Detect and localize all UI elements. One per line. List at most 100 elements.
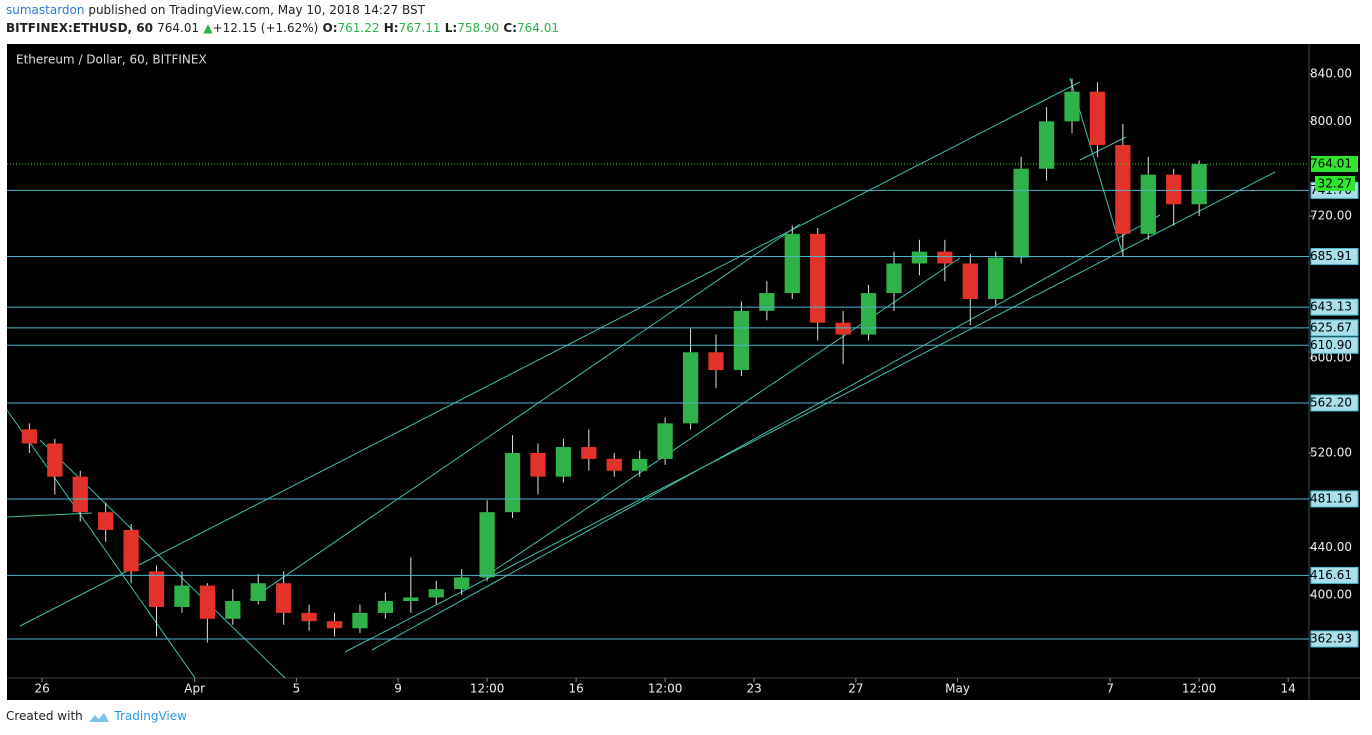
y-tick-label: 440.00 [1310,540,1352,554]
candle-body [759,293,775,311]
last-price-label: 764.01 [1310,156,1352,170]
created: Created with [6,709,83,723]
candle-body [682,352,699,424]
candle-body [454,577,470,590]
candle-body [530,452,546,477]
level-label: 685.91 [1310,249,1352,263]
candle-body [276,583,292,613]
candle-body [1089,91,1106,146]
y-tick-label: 800.00 [1310,114,1352,128]
footer: Created with TradingView [6,709,187,724]
candle-body [47,443,63,477]
trend-lines [6,77,1276,679]
x-tick-label: 7 [1106,682,1114,696]
quote-line: BITFINEX:ETHUSD, 60 764.01 ▲+12.15 (+1.6… [6,21,563,35]
level-label-bg [1310,319,1359,337]
candle-body [403,597,419,602]
candle-body [708,352,724,371]
y-tick-label: 600.00 [1310,351,1352,365]
candle-body [148,571,165,607]
candle-body [377,601,394,613]
candle-body [1140,174,1156,234]
x-tick-label: 12:00 [648,682,683,696]
level-label-bg [1310,298,1359,316]
x-tick-label: May [945,682,970,696]
candle-body [606,458,622,471]
candle-body [657,423,673,459]
candle-body [1191,163,1207,205]
level-label: 625.67 [1310,320,1352,334]
level-label: 362.93 [1310,631,1352,645]
level-label: 562.20 [1310,395,1352,409]
level-label-bg [1310,490,1359,508]
x-tick-label: 12:00 [1182,682,1217,696]
brand[interactable]: TradingView [114,709,187,723]
change: +12.15 (+1.62%) [212,21,319,35]
level-label: 481.16 [1310,491,1352,505]
author[interactable]: sumastardon [6,3,85,17]
x-tick-label: 26 [34,682,49,696]
candle-body [962,263,978,299]
candle-body [1038,121,1055,169]
candle-body [937,251,953,264]
candle-body [886,263,902,294]
ohlc-label: L: [444,21,458,35]
candle-body [21,429,38,444]
candle-body [479,512,495,578]
candle-body [326,621,343,629]
plot: 400.00 440.00 520.00 600.00 720.00 800.00 840.… [7,66,1359,696]
candle-body [733,310,750,371]
ohlc-value: 767.11 [398,21,441,35]
x-tick-label: 27 [848,682,863,696]
candle-body [810,233,826,323]
candle-body [1115,145,1131,234]
x-tick-label: 14 [1281,682,1296,696]
y-tick-label: 400.00 [1310,588,1352,602]
ohlc-value: 758.90 [457,21,500,35]
ohlc-value: 764.01 [517,21,559,35]
level-label-bg [1310,247,1359,265]
candle-body [911,251,928,264]
candle-body [250,583,266,602]
level-label: 416.61 [1310,568,1352,582]
x-tick-label: Apr [184,682,205,696]
last: 764.01 [157,21,200,35]
candle-body [784,233,800,294]
candle-body [174,585,190,607]
x-tick-label: 9 [394,682,402,696]
candle-body [72,476,88,513]
candle-body [352,612,368,629]
x-tick-label: 5 [293,682,301,696]
arrow: ▲ [203,21,213,35]
y-tick-label: 520.00 [1310,445,1352,459]
header-line: sumastardon published on TradingView.com… [6,3,425,17]
level-label-bg [1310,630,1359,648]
candle-body [123,529,139,572]
countdown-bg [1315,175,1355,191]
candle-body [1013,168,1029,258]
candle-body [835,322,851,335]
ohlc: O:761.22 H:767.11 L:758.90 C:764.01 [323,21,564,35]
candle-body [1166,174,1182,205]
x-tick-label: 23 [746,682,761,696]
chart-title: Ethereum / Dollar, 60, BITFINEX [16,53,207,67]
symbol: BITFINEX:ETHUSD, 60 [6,21,153,35]
ohlc-value: 761.22 [337,21,380,35]
last-price-bg [1311,155,1358,172]
candle-body [632,458,648,471]
candle-body [225,601,241,619]
candle-body [860,293,877,335]
candle-body [1064,91,1080,122]
y-tick-label: 840.00 [1310,66,1352,80]
candle-body [581,447,597,459]
candle-body [428,589,444,598]
candle-body [199,585,216,619]
level-label-bg [1310,394,1359,412]
candle-body [555,447,572,477]
x-tick-label: 16 [568,682,583,696]
ohlc-label: C: [503,21,517,35]
candle-body [301,612,317,622]
level-label: 643.13 [1310,300,1352,314]
